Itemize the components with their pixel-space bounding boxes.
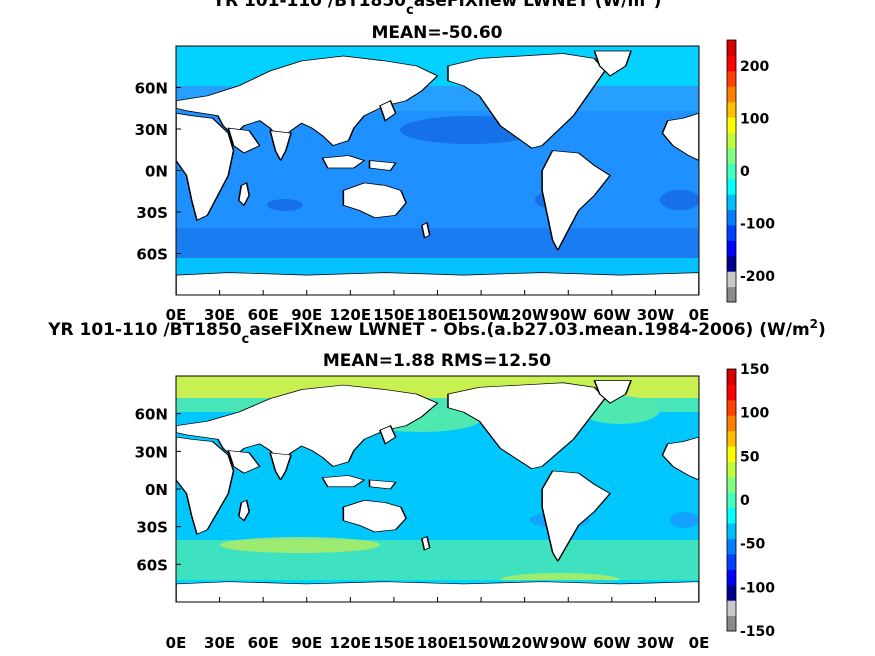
y-tick-label: 60S <box>136 556 168 574</box>
colorbar-segment <box>727 384 736 401</box>
colorbar-segment <box>727 147 736 164</box>
y-tick-label: 30S <box>136 519 168 537</box>
panel-1: YR 101-110 /BT1850caseFIXnew LWNET (W/m2… <box>135 0 776 324</box>
colorbar-segment <box>727 430 736 447</box>
x-tick-label: 30E <box>204 306 235 324</box>
colorbar-tick-label: 100 <box>740 112 769 128</box>
colorbar-segment <box>727 476 736 493</box>
x-tick-label: 60E <box>248 634 279 652</box>
colorbar-segment <box>727 271 736 288</box>
colorbar-segment <box>727 507 736 524</box>
colorbar-segment <box>727 40 736 56</box>
colorbar-segment <box>727 209 736 226</box>
colorbar-tick-label: -50 <box>740 537 766 553</box>
colorbar-tick-label: 200 <box>740 59 769 75</box>
colorbar-segment <box>727 538 736 555</box>
x-tick-label: 180E <box>417 634 459 652</box>
colorbar-segment <box>727 117 736 133</box>
y-tick-label: 60N <box>135 80 168 98</box>
x-tick-label: 120W <box>501 306 549 324</box>
x-tick-label: 0E <box>166 634 187 652</box>
x-tick-label: 0E <box>166 306 187 324</box>
x-tick-label: 90W <box>550 306 588 324</box>
x-tick-label: 150W <box>457 634 505 652</box>
colorbar-segment <box>727 569 736 586</box>
colorbar-tick-label: -100 <box>740 216 775 232</box>
x-tick-label: 120E <box>330 306 372 324</box>
x-tick-label: 30W <box>637 306 675 324</box>
colorbar-tick-label: 100 <box>740 406 769 422</box>
x-tick-label: 150E <box>373 306 415 324</box>
x-tick-label: 0E <box>689 634 710 652</box>
panel-1-y-ticks: 60N 30N 0N 30S 60S <box>135 80 181 264</box>
x-tick-label: 120E <box>330 634 372 652</box>
x-tick-label: 120W <box>501 634 549 652</box>
x-tick-label: 30W <box>637 634 675 652</box>
colorbar-segment <box>727 101 736 118</box>
y-tick-label: 30N <box>135 121 168 139</box>
colorbar-segment <box>727 523 736 540</box>
colorbar-tick-label: 0 <box>740 493 750 509</box>
colorbar-segment <box>727 615 736 632</box>
x-tick-label: 150W <box>457 306 505 324</box>
x-tick-label: 60W <box>593 306 631 324</box>
panel-2-colorbar: 150 100 50 0 -50 -100 -150 <box>726 362 775 640</box>
colorbar-segment <box>727 286 736 303</box>
colorbar-tick-label: -100 <box>740 580 775 596</box>
colorbar-tick-label: 50 <box>740 449 760 465</box>
colorbar-tick-label: -200 <box>740 269 775 285</box>
colorbar-segment <box>727 600 736 617</box>
colorbar-segment <box>727 369 736 385</box>
colorbar-segment <box>727 446 736 462</box>
x-tick-label: 180E <box>417 306 459 324</box>
panel-1-subtitle: MEAN=-50.60 <box>372 23 503 43</box>
colorbar-segment <box>727 415 736 432</box>
colorbar-segment <box>727 240 736 257</box>
panel-1-title: YR 101-110 /BT1850caseFIXnew LWNET (W/m2… <box>212 0 662 18</box>
colorbar-segment <box>727 399 736 416</box>
colorbar-segment <box>727 178 736 195</box>
panel-2-title: YR 101-110 /BT1850caseFIXnew LWNET - Obs… <box>47 317 826 347</box>
colorbar-segment <box>727 461 736 478</box>
colorbar-segment <box>727 584 736 601</box>
colorbar-segment <box>727 224 736 241</box>
x-tick-label: 60W <box>593 634 631 652</box>
x-tick-label: 90E <box>291 634 322 652</box>
y-tick-label: 0N <box>145 481 168 499</box>
panel-2-y-ticks: 60N 30N 0N 30S 60S <box>135 406 181 574</box>
colorbar-segment <box>727 553 736 570</box>
colorbar-segment <box>727 55 736 72</box>
colorbar-segment <box>727 70 736 87</box>
colorbar-segment <box>727 255 736 272</box>
colorbar-segment <box>727 86 736 103</box>
colorbar-tick-label: -150 <box>740 624 775 640</box>
colorbar-segment <box>727 194 736 211</box>
panel-2-map <box>176 376 699 602</box>
panel-2: YR 101-110 /BT1850caseFIXnew LWNET - Obs… <box>47 317 826 652</box>
colorbar-segment <box>727 492 736 509</box>
colorbar-tick-label: 150 <box>740 362 769 378</box>
y-tick-label: 30S <box>136 204 168 222</box>
x-tick-label: 90E <box>291 306 322 324</box>
y-tick-label: 60S <box>136 246 168 264</box>
x-tick-label: 30E <box>204 634 235 652</box>
y-tick-label: 30N <box>135 443 168 461</box>
panel-1-colorbar: 200 100 0 -100 -200 <box>726 39 775 303</box>
colorbar-tick-label: 0 <box>740 164 750 180</box>
x-tick-label: 90W <box>550 634 588 652</box>
y-tick-label: 60N <box>135 406 168 424</box>
x-tick-label: 150E <box>373 634 415 652</box>
panel-2-subtitle: MEAN=1.88 RMS=12.50 <box>323 351 551 371</box>
colorbar-segment <box>727 163 736 180</box>
colorbar-segment <box>727 132 736 149</box>
x-tick-label: 0E <box>689 306 710 324</box>
x-tick-label: 60E <box>248 306 279 324</box>
y-tick-label: 0N <box>145 163 168 181</box>
panel-1-map <box>176 46 699 295</box>
